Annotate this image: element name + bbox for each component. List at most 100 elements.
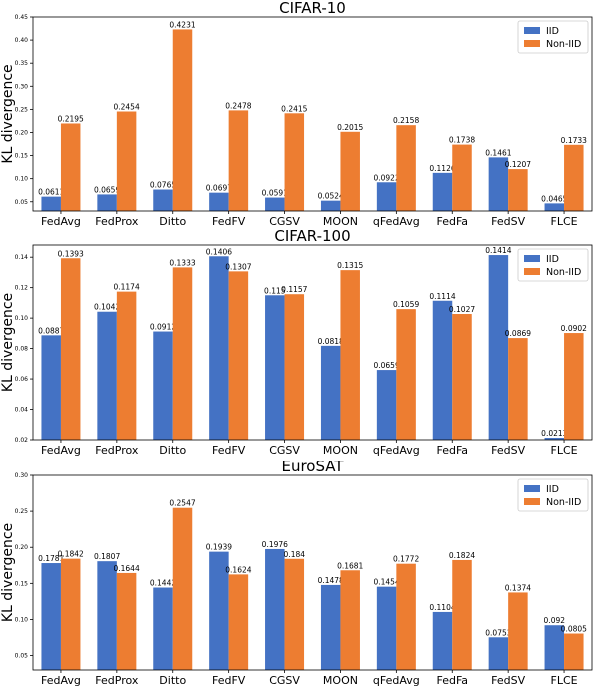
data-label: 0.2195 <box>58 114 84 123</box>
x-tick-label: CGSV <box>269 215 300 228</box>
y-tick-label: 0.25 <box>15 508 29 515</box>
bar-noniid <box>340 131 360 211</box>
bar-iid <box>320 345 341 440</box>
bar-iid <box>265 197 285 211</box>
x-tick-label: FedSV <box>491 444 525 457</box>
bar-noniid <box>396 309 416 440</box>
bar-noniid <box>116 572 137 670</box>
bar-noniid <box>508 169 528 211</box>
legend-swatch <box>524 27 540 34</box>
bar-iid <box>209 256 229 440</box>
data-label: 0.1315 <box>337 261 363 270</box>
data-label: 0.1126 <box>429 164 455 173</box>
x-tick-label: FedSV <box>491 215 525 228</box>
bar-iid <box>432 300 453 440</box>
bar-noniid <box>564 633 584 670</box>
x-tick-label: FedFa <box>436 215 468 228</box>
y-tick-label: 0.45 <box>15 14 29 21</box>
x-tick-label: FLCE <box>551 674 578 686</box>
legend-label: IID <box>546 484 559 495</box>
bar-noniid <box>172 29 193 212</box>
y-tick-label: 0.05 <box>15 653 29 660</box>
data-label: 0.0902 <box>561 324 587 333</box>
bar-iid <box>97 561 117 670</box>
bar-iid <box>97 194 117 211</box>
bar-iid <box>432 611 453 670</box>
y-axis-label: KL divergence <box>0 293 16 392</box>
data-label: 0.0818 <box>318 337 344 346</box>
bar-noniid <box>396 125 416 211</box>
bar-noniid <box>284 294 305 440</box>
data-label: 0.1442 <box>150 579 176 588</box>
bar-iid <box>320 200 341 211</box>
x-tick-label: qFedAvg <box>373 215 420 228</box>
bar-iid <box>544 625 565 670</box>
y-tick-label: 0.40 <box>15 37 29 44</box>
data-label: 0.1157 <box>281 285 307 294</box>
bar-iid <box>544 203 565 211</box>
bar-noniid <box>452 314 472 440</box>
bar-noniid <box>564 333 584 440</box>
legend-swatch <box>524 498 540 505</box>
bar-noniid <box>60 123 81 211</box>
chart-title: CIFAR-10 <box>279 0 346 17</box>
chart-title: CIFAR-100 <box>274 228 350 245</box>
data-label: 0.0912 <box>150 323 176 332</box>
data-label: 0.0524 <box>318 192 344 201</box>
plot-frame <box>32 244 593 441</box>
chart-title: EuroSAT <box>281 461 344 475</box>
x-tick-label: FLCE <box>551 444 578 457</box>
x-tick-label: qFedAvg <box>373 674 420 686</box>
x-tick-label: FedProx <box>95 215 139 228</box>
x-tick-label: FedAvg <box>41 444 81 457</box>
bar-noniid <box>172 267 193 440</box>
data-label: 0.0753 <box>485 628 511 637</box>
y-tick-label: 0.30 <box>15 472 29 479</box>
bar-iid <box>544 438 565 440</box>
y-tick-label: 0.04 <box>15 407 29 414</box>
bar-iid <box>432 172 453 211</box>
data-label: 0.0805 <box>561 625 587 634</box>
x-tick-label: FedProx <box>95 444 139 457</box>
data-label: 0.0697 <box>206 184 232 193</box>
x-tick-label: Ditto <box>159 674 186 686</box>
data-label: 0.0659 <box>94 185 120 194</box>
data-label: 0.1738 <box>449 136 475 145</box>
bar-noniid <box>116 111 137 211</box>
bar-iid <box>488 157 509 211</box>
legend-swatch <box>524 485 540 492</box>
y-tick-label: 0.08 <box>15 346 29 353</box>
legend-label: IID <box>546 254 559 265</box>
y-axis-label: KL divergence <box>0 64 16 163</box>
data-label: 0.2015 <box>337 123 363 132</box>
data-label: 0.2454 <box>113 103 139 112</box>
legend-swatch <box>524 268 540 275</box>
data-label: 0.1307 <box>225 262 251 271</box>
data-label: 0.0213 <box>541 429 567 438</box>
bar-noniid <box>228 110 249 211</box>
bar-noniid <box>60 558 81 670</box>
data-label: 0.1042 <box>94 303 120 312</box>
y-tick-label: 0.10 <box>15 315 29 322</box>
x-tick-label: FedAvg <box>41 674 81 686</box>
bar-iid <box>41 335 61 440</box>
data-label: 0.1939 <box>206 543 232 552</box>
bar-noniid <box>452 144 472 211</box>
bar-noniid <box>340 270 360 440</box>
y-tick-label: 0.25 <box>15 106 29 113</box>
bar-noniid <box>284 113 305 211</box>
y-tick-label: 0.05 <box>15 199 29 206</box>
bar-iid <box>209 551 229 670</box>
x-tick-label: CGSV <box>269 444 300 457</box>
bar-iid <box>153 189 173 211</box>
bar-iid <box>209 192 229 211</box>
y-tick-label: 0.10 <box>15 616 29 623</box>
x-tick-label: FedFV <box>212 444 246 457</box>
legend-label: Non-IID <box>546 39 581 50</box>
data-label: 0.1733 <box>561 136 587 145</box>
data-label: 0.1478 <box>318 576 344 585</box>
x-tick-label: FedFa <box>436 674 468 686</box>
x-tick-label: Ditto <box>159 215 186 228</box>
y-tick-label: 0.02 <box>15 437 29 444</box>
